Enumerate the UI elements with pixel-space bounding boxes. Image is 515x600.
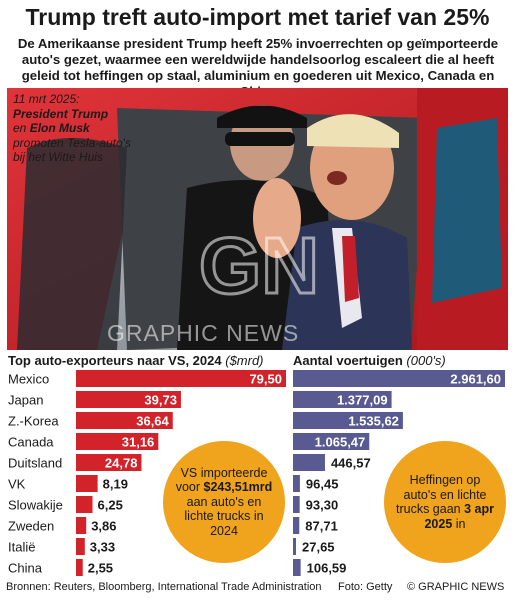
caption-date: 11 mrt 2025: — [13, 92, 80, 106]
watermark-logo: GN — [199, 220, 319, 309]
callout-imports-pre: VS importeerde voor — [175, 465, 268, 495]
category-label: Canada — [8, 435, 54, 450]
bar-exports — [76, 412, 173, 429]
bar-charts: Mexico 79,50 Japan 39,73 Z.-Korea 36,64 Canada… — [8, 370, 505, 576]
value-label-exports: 31,16 — [122, 435, 155, 450]
value-label-exports: 3,33 — [90, 540, 115, 555]
bar-exports — [76, 496, 93, 513]
footer-photo-credit: Foto: Getty — [338, 581, 393, 593]
bar-exports — [76, 559, 83, 576]
bar-exports — [76, 370, 286, 387]
value-label-exports: 3,86 — [91, 519, 116, 534]
value-label-exports: 36,64 — [136, 414, 169, 429]
value-label-exports: 79,50 — [249, 372, 282, 387]
caption-name-trump: President Trump — [13, 106, 109, 121]
value-label-exports: 39,73 — [144, 393, 177, 408]
callout-imports-post: aan auto's en lichte trucks in 2024 — [184, 494, 264, 538]
category-label: Duitsland — [8, 456, 62, 471]
value-label-exports: 2,55 — [88, 561, 113, 576]
footer-sources: Bronnen: Reuters, Bloomberg, Internation… — [6, 581, 322, 593]
category-label: China — [8, 561, 43, 576]
bar-vehicles — [293, 391, 392, 408]
right-chart-title: Aantal voertuigen (000's) — [293, 353, 446, 368]
watermark-logo-text: GN — [199, 221, 319, 308]
value-label-vehicles: 27,65 — [302, 540, 335, 555]
right-chart-unit: (000's) — [406, 353, 446, 368]
bar-vehicles — [293, 517, 300, 534]
bar-exports — [76, 475, 98, 492]
bar-exports — [76, 454, 142, 471]
callout-imports: VS importeerde voor $243,51mrd aan auto'… — [163, 441, 285, 563]
callout-tariff-pre: Heffingen op auto's en lichte trucks gaa… — [396, 473, 487, 516]
caption-name-musk: Elon Musk — [29, 121, 90, 135]
bar-vehicles — [293, 412, 403, 429]
bar-vehicles — [293, 475, 300, 492]
bar-vehicles — [293, 454, 325, 471]
category-label: Japan — [8, 393, 43, 408]
page-title: Trump treft auto-import met tarief van 2… — [25, 4, 490, 30]
category-label: Slowakije — [8, 498, 63, 513]
footer-copyright: © GRAPHIC NEWS — [407, 581, 505, 593]
left-chart-unit: ($mrd) — [225, 353, 264, 368]
caption-rest: promoten Tesla-auto's bij het Witte Huis — [13, 135, 131, 165]
value-label-vehicles: 106,59 — [307, 561, 347, 576]
bar-exports — [76, 391, 181, 408]
watermark-text: GRAPHIC NEWS — [107, 320, 300, 346]
value-label-exports: 8,19 — [103, 477, 128, 492]
bar-vehicles — [293, 538, 296, 555]
callout-tariff-date: Heffingen op auto's en lichte trucks gaa… — [384, 441, 506, 563]
bar-vehicles — [293, 370, 505, 387]
value-label-vehicles: 1.377,09 — [337, 393, 388, 408]
caption-and: en — [13, 121, 27, 135]
photo-caption: 11 mrt 2025: President Trump en Elon Mus… — [13, 92, 133, 165]
callout-imports-amount: $243,51mrd — [203, 480, 273, 495]
bar-exports — [76, 538, 85, 555]
category-label: VK — [8, 477, 26, 492]
callout-tariff-date-value: 3 apr 2025 — [424, 502, 494, 531]
value-label-vehicles: 87,71 — [305, 519, 338, 534]
category-label: Z.-Korea — [8, 414, 59, 429]
value-label-vehicles: 96,45 — [306, 477, 339, 492]
value-label-exports: 6,25 — [98, 498, 123, 513]
value-label-vehicles: 93,30 — [306, 498, 339, 513]
callout-tariff-post: in — [455, 516, 466, 531]
right-chart-title-text: Aantal voertuigen — [293, 353, 403, 368]
bar-exports — [76, 433, 159, 450]
bar-exports — [76, 517, 87, 534]
value-label-vehicles: 1.065,47 — [315, 435, 366, 450]
value-label-exports: 24,78 — [105, 456, 138, 471]
bar-vehicles — [293, 496, 300, 513]
category-label: Italië — [8, 540, 35, 555]
photo-illustration — [7, 88, 508, 350]
category-label: Mexico — [8, 372, 49, 387]
left-chart-title-text: Top auto-exporteurs naar VS, 2024 — [8, 353, 222, 368]
left-chart-title: Top auto-exporteurs naar VS, 2024 ($mrd) — [8, 353, 264, 368]
value-label-vehicles: 2.961,60 — [450, 372, 501, 387]
bar-vehicles — [293, 559, 301, 576]
value-label-vehicles: 1.535,62 — [348, 414, 399, 429]
photo: 11 mrt 2025: President Trump en Elon Mus… — [7, 88, 508, 350]
bar-vehicles — [293, 433, 370, 450]
value-label-vehicles: 446,57 — [331, 456, 371, 471]
category-label: Zweden — [8, 519, 54, 534]
